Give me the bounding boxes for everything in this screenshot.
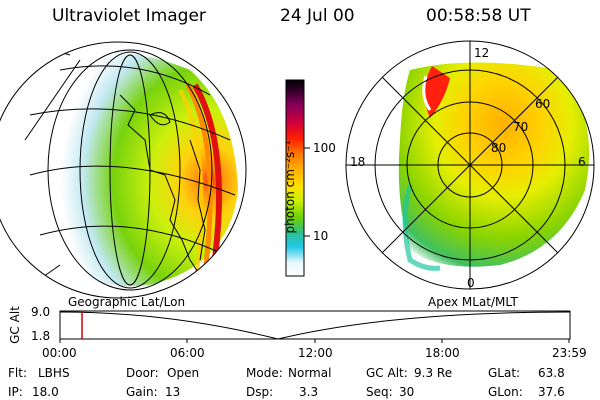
colorbar-tick-10: 10 xyxy=(313,229,329,243)
time-label: 00:58:58 UT xyxy=(426,6,531,26)
mlt-label-12: 12 xyxy=(474,46,490,60)
glon-label: GLon: xyxy=(488,385,523,399)
xtick-1800: 18:00 xyxy=(425,346,460,360)
mlt-label-18: 18 xyxy=(350,155,366,169)
ytick-1-8: 1.8 xyxy=(31,329,51,343)
gc-alt-axis-label: GC Alt xyxy=(7,306,22,344)
gcalt-value: 9.3 Re xyxy=(414,366,453,380)
ytick-9: 9.0 xyxy=(31,305,51,319)
polar-image-panel xyxy=(345,40,595,290)
instrument-title: Ultraviolet Imager xyxy=(52,6,206,26)
altitude-curve xyxy=(59,311,571,340)
polar-grid xyxy=(345,40,595,290)
xtick-2359: 23:59 xyxy=(552,346,587,360)
polar-panel-caption: Apex MLat/MLT xyxy=(428,295,518,309)
gain-label: Gain: xyxy=(126,385,158,399)
filter-value: LBHS xyxy=(38,366,70,380)
door-label: Door: xyxy=(126,366,159,380)
geographic-image-panel xyxy=(0,41,247,299)
mode-label: Mode: xyxy=(246,366,283,380)
geo-limb xyxy=(0,41,247,299)
mlat-label-60: 60 xyxy=(535,97,551,111)
colorbar-unit-label: photon cm⁻²s⁻¹ xyxy=(283,140,297,234)
xtick-0600: 06:00 xyxy=(170,346,205,360)
glon-value: 37.6 xyxy=(538,385,565,399)
colorbar-tick-100: 100 xyxy=(313,141,336,155)
altitude-strip xyxy=(59,310,571,343)
dsp-value: 3.3 xyxy=(299,385,319,399)
mlt-label-0: 0 xyxy=(467,276,475,290)
polar-bright-spot xyxy=(424,66,450,118)
colorbar xyxy=(285,79,310,277)
mlat-label-70: 70 xyxy=(513,120,529,134)
gain-value: 13 xyxy=(165,385,181,399)
seq-label: Seq: xyxy=(366,385,393,399)
door-value: Open xyxy=(167,366,200,380)
ip-value: 18.0 xyxy=(32,385,59,399)
date-label: 24 Jul 00 xyxy=(280,6,355,26)
mlat-label-80: 80 xyxy=(491,141,507,155)
dsp-label: Dsp: xyxy=(246,385,274,399)
auroral-oval-band xyxy=(192,83,222,281)
gcalt-label: GC Alt: xyxy=(366,366,408,380)
coastline xyxy=(119,94,211,283)
glat-label: GLat: xyxy=(488,366,521,380)
geo-panel-caption: Geographic Lat/Lon xyxy=(68,295,186,309)
filter-label: Flt: xyxy=(8,366,27,380)
xtick-0000: 00:00 xyxy=(42,346,77,360)
mode-value: Normal xyxy=(288,366,332,380)
ip-label: IP: xyxy=(8,385,23,399)
seq-value: 30 xyxy=(399,385,415,399)
mlt-label-6: 6 xyxy=(578,155,586,169)
glat-value: 63.8 xyxy=(538,366,565,380)
xtick-1200: 12:00 xyxy=(298,346,333,360)
